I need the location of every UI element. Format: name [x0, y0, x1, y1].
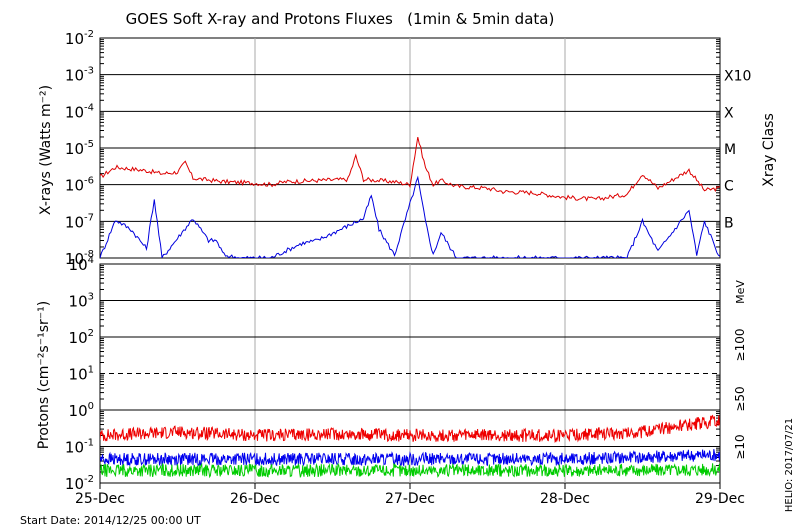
- y-tick-label: 10-6: [65, 176, 94, 195]
- xray-class-label: M: [724, 142, 736, 158]
- y-tick-label: 102: [69, 328, 94, 347]
- y-tick-label: 10-3: [65, 66, 94, 85]
- xray-class-label: B: [724, 215, 734, 231]
- proton-legend-ge10: ≥10: [733, 434, 747, 459]
- xray-class-label: X10: [724, 69, 751, 85]
- proton-legend-ge50: ≥50: [733, 386, 747, 411]
- x-tick-label: 29-Dec: [695, 491, 745, 507]
- y-tick-label: 10-1: [65, 438, 94, 457]
- xray-class-axis-label: Xray Class: [761, 113, 777, 187]
- series-line-1: [100, 175, 720, 258]
- y-tick-label: 10-5: [65, 139, 94, 158]
- x-tick-label: 26-Dec: [230, 491, 280, 507]
- chart-title: GOES Soft X-ray and Protons Fluxes (1min…: [126, 10, 555, 28]
- start-date-label: Start Date: 2014/12/25 00:00 UT: [20, 514, 201, 527]
- series-line-0: [100, 136, 720, 202]
- y-tick-label: 10-4: [65, 102, 94, 121]
- y-tick-label: 104: [69, 255, 94, 274]
- xray-class-label: X: [724, 105, 734, 121]
- x-axis: 25-Dec 26-Dec 27-Dec 28-Dec 29-Dec: [75, 483, 745, 507]
- y-tick-label: 10-7: [65, 212, 94, 231]
- xray-class-label: C: [724, 179, 734, 195]
- y-tick-label: 10-2: [65, 29, 94, 48]
- series-line-1: [100, 449, 720, 468]
- x-tick-label: 27-Dec: [385, 491, 435, 507]
- mev-axis-label: MeV: [734, 280, 747, 304]
- y-tick-label: 101: [69, 365, 94, 384]
- x-tick-label: 28-Dec: [540, 491, 590, 507]
- proton-legend-ge100: ≥100: [733, 329, 747, 362]
- series-line-2: [100, 462, 720, 479]
- y-tick-label: 103: [69, 292, 94, 311]
- series-line-0: [100, 414, 720, 444]
- proton-y-axis-label: Protons (cm⁻²s⁻¹sr⁻¹): [36, 301, 52, 450]
- x-tick-label: 25-Dec: [75, 491, 125, 507]
- y-tick-label: 100: [69, 401, 94, 420]
- helio-credit-label: HELIO: 2017/07/21: [784, 418, 795, 512]
- xray-y-axis-label: X-rays (Watts m⁻²): [38, 85, 54, 215]
